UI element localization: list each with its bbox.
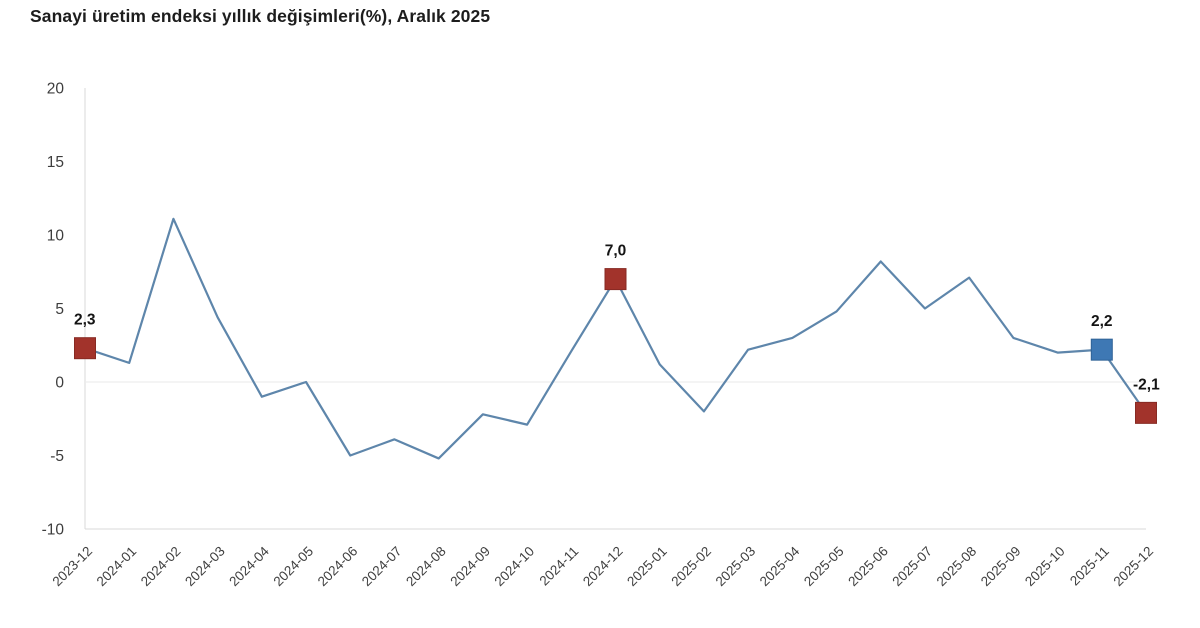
x-tick-label: 2024-11 xyxy=(536,544,581,589)
x-tick-label: 2024-06 xyxy=(315,544,361,590)
data-point-label: 7,0 xyxy=(605,243,627,260)
y-tick-label: 15 xyxy=(47,154,64,171)
data-point-label: 2,2 xyxy=(1091,313,1113,330)
y-tick-label: 5 xyxy=(55,301,64,318)
chart-title: Sanayi üretim endeksi yıllık değişimleri… xyxy=(30,6,491,26)
y-tick-label: 20 xyxy=(47,81,65,98)
x-tick-label: 2024-04 xyxy=(226,543,272,589)
x-tick-label: 2025-10 xyxy=(1022,544,1068,590)
x-tick-label: 2025-05 xyxy=(801,544,847,590)
y-tick-label: -10 xyxy=(42,522,65,539)
y-tick-label: 0 xyxy=(55,375,64,392)
x-tick-label: 2024-08 xyxy=(403,544,449,590)
x-tick-label: 2024-05 xyxy=(271,544,317,590)
data-point-label: 2,3 xyxy=(74,312,96,329)
x-tick-label: 2024-02 xyxy=(138,544,184,590)
data-point-marker xyxy=(1135,401,1157,424)
x-tick-label: 2025-02 xyxy=(668,544,714,590)
y-tick-label: -5 xyxy=(50,448,64,465)
x-tick-label: 2025-01 xyxy=(624,544,670,590)
x-tick-label: 2025-08 xyxy=(934,544,980,590)
data-point-label: -2,1 xyxy=(1133,376,1160,393)
data-point-marker xyxy=(1090,338,1113,361)
x-tick-label: 2025-06 xyxy=(845,544,891,590)
x-tick-label: 2024-03 xyxy=(182,544,228,590)
x-tick-label: 2024-12 xyxy=(580,544,626,590)
x-tick-label: 2025-04 xyxy=(757,543,803,589)
y-tick-label: 10 xyxy=(47,228,65,245)
x-tick-label: 2025-03 xyxy=(713,544,759,590)
x-tick-label: 2025-11 xyxy=(1067,544,1112,589)
x-tick-label: 2023-12 xyxy=(49,544,95,590)
x-tick-label: 2024-07 xyxy=(359,544,405,590)
data-point-marker xyxy=(74,337,96,360)
x-tick-label: 2024-10 xyxy=(492,544,538,590)
x-tick-label: 2025-12 xyxy=(1110,544,1156,590)
data-point-marker xyxy=(604,268,627,291)
x-tick-label: 2025-09 xyxy=(978,544,1024,590)
x-tick-label: 2024-01 xyxy=(94,544,140,590)
x-tick-label: 2025-07 xyxy=(889,544,935,590)
x-tick-label: 2024-09 xyxy=(447,544,493,590)
